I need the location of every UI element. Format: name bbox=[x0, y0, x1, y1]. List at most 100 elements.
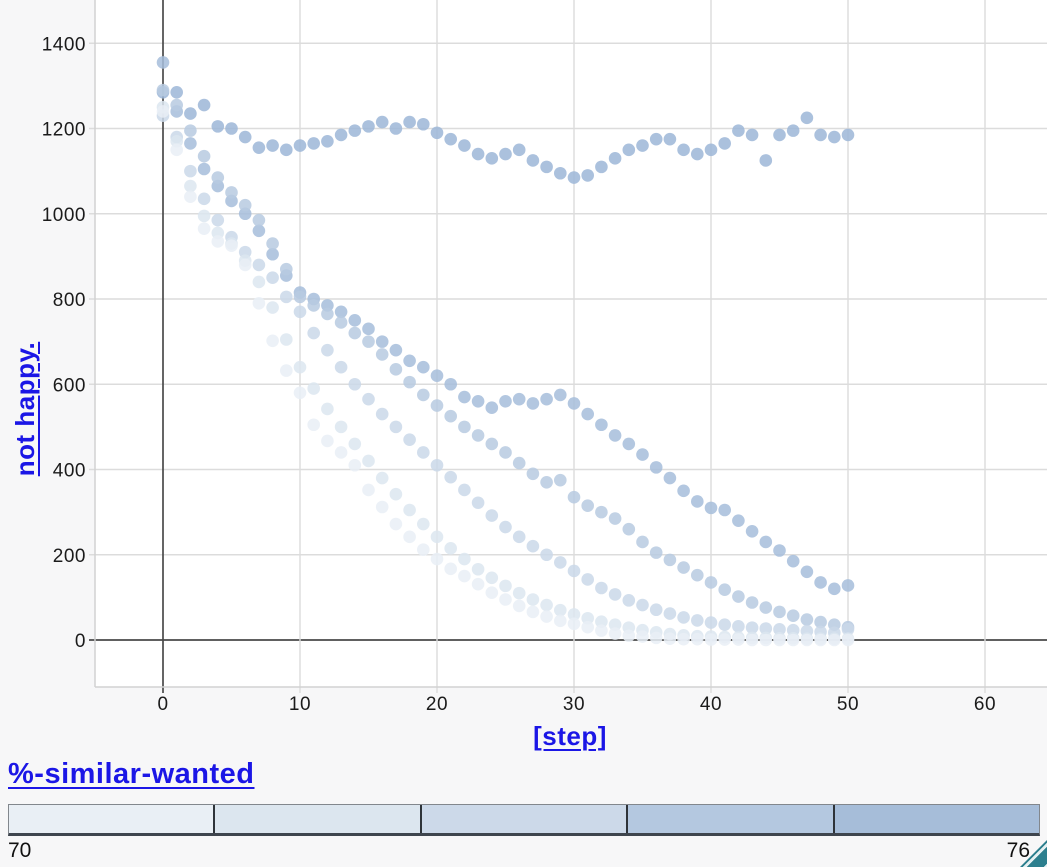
data-point-72 bbox=[362, 454, 375, 468]
data-point-70 bbox=[417, 543, 430, 556]
data-point-76 bbox=[718, 137, 731, 150]
data-point-70 bbox=[649, 631, 663, 645]
data-point-70 bbox=[691, 632, 704, 646]
data-point-74 bbox=[732, 590, 745, 603]
data-point-74 bbox=[786, 609, 800, 623]
data-point-76 bbox=[636, 139, 649, 152]
data-point-74 bbox=[773, 605, 786, 619]
legend-colorbar[interactable] bbox=[8, 804, 1040, 836]
data-point-73 bbox=[485, 509, 499, 522]
legend-bin[interactable] bbox=[213, 805, 420, 833]
data-point-76 bbox=[485, 152, 499, 165]
data-point-73 bbox=[512, 530, 526, 544]
data-point-72 bbox=[348, 437, 362, 451]
data-point-72 bbox=[307, 382, 321, 395]
scatter-plot-canvas[interactable]: 0 200 400 600 800 1000 1200 1400 0 10 20 30 40 50 60 bbox=[0, 0, 1047, 758]
legend-bin[interactable] bbox=[626, 805, 833, 833]
data-point-74 bbox=[170, 98, 183, 112]
data-point-74 bbox=[389, 363, 403, 376]
data-point-70 bbox=[745, 633, 759, 647]
data-point-75 bbox=[718, 503, 731, 517]
data-point-73 bbox=[403, 433, 416, 446]
data-point-74 bbox=[458, 420, 471, 434]
data-point-72 bbox=[554, 603, 567, 617]
data-point-70 bbox=[718, 633, 731, 646]
data-point-70 bbox=[567, 617, 581, 631]
data-point-73 bbox=[567, 564, 581, 578]
data-point-76 bbox=[403, 115, 416, 129]
data-point-72 bbox=[403, 503, 416, 517]
data-point-72 bbox=[266, 301, 279, 314]
data-point-73 bbox=[266, 271, 279, 284]
data-point-76 bbox=[197, 98, 211, 112]
data-point-73 bbox=[417, 446, 430, 459]
data-point-76 bbox=[608, 152, 622, 165]
data-point-70 bbox=[663, 632, 677, 646]
data-point-72 bbox=[184, 179, 197, 193]
data-point-73 bbox=[280, 290, 293, 304]
data-point-73 bbox=[540, 548, 553, 562]
data-point-70 bbox=[334, 446, 348, 459]
data-point-74 bbox=[375, 348, 389, 361]
data-point-74 bbox=[636, 535, 649, 549]
data-point-75 bbox=[814, 576, 827, 589]
data-point-75 bbox=[362, 322, 375, 336]
data-point-73 bbox=[636, 598, 649, 612]
x-axis-label-link[interactable]: [step] bbox=[533, 721, 607, 751]
data-point-70 bbox=[471, 577, 485, 591]
data-point-74 bbox=[595, 505, 608, 519]
data-point-76 bbox=[293, 139, 307, 152]
data-point-75 bbox=[567, 397, 581, 410]
y-tick-label: 0 bbox=[75, 631, 86, 652]
data-point-73 bbox=[718, 618, 731, 631]
data-point-73 bbox=[663, 607, 677, 620]
data-point-76 bbox=[581, 169, 594, 182]
data-point-70 bbox=[786, 633, 800, 647]
data-point-74 bbox=[156, 83, 170, 97]
data-point-76 bbox=[841, 128, 855, 142]
data-point-73 bbox=[499, 520, 512, 534]
data-point-75 bbox=[608, 429, 622, 442]
y-axis-label-link[interactable]: not happy. bbox=[10, 341, 40, 477]
data-point-76 bbox=[458, 139, 471, 152]
data-point-70 bbox=[211, 235, 225, 248]
y-tick-label: 400 bbox=[53, 461, 86, 482]
data-point-74 bbox=[608, 512, 622, 525]
legend-bin[interactable] bbox=[419, 805, 627, 833]
data-point-73 bbox=[444, 470, 458, 484]
legend-bin[interactable] bbox=[832, 805, 1040, 833]
data-point-72 bbox=[334, 420, 348, 434]
data-point-70 bbox=[197, 222, 211, 235]
data-point-74 bbox=[444, 409, 458, 423]
data-point-76 bbox=[389, 122, 403, 135]
data-point-73 bbox=[773, 623, 786, 636]
data-point-74 bbox=[554, 473, 567, 487]
data-point-75 bbox=[334, 305, 348, 319]
data-point-70 bbox=[814, 633, 827, 647]
data-point-70 bbox=[156, 105, 170, 118]
data-point-75 bbox=[800, 565, 814, 579]
data-point-76 bbox=[430, 126, 444, 140]
data-point-73 bbox=[745, 621, 759, 634]
data-point-72 bbox=[499, 579, 512, 593]
x-tick-label: 50 bbox=[837, 694, 859, 715]
data-point-70 bbox=[704, 633, 718, 646]
data-point-74 bbox=[512, 456, 526, 470]
data-point-75 bbox=[745, 525, 759, 538]
data-point-75 bbox=[704, 501, 718, 515]
legend-bin[interactable] bbox=[9, 805, 214, 833]
data-point-70 bbox=[732, 633, 745, 646]
x-tick-label: 10 bbox=[289, 694, 311, 715]
data-point-75 bbox=[786, 554, 800, 568]
data-point-74 bbox=[334, 316, 348, 329]
data-point-76 bbox=[170, 85, 183, 99]
data-point-70 bbox=[280, 364, 293, 377]
plot-area bbox=[95, 0, 1047, 687]
data-point-75 bbox=[773, 544, 786, 557]
x-tick-label: 60 bbox=[974, 694, 996, 715]
data-point-73 bbox=[732, 620, 745, 633]
data-point-70 bbox=[321, 434, 334, 448]
data-point-72 bbox=[526, 593, 540, 606]
legend-title-link[interactable]: %-similar-wanted bbox=[8, 758, 255, 790]
data-point-72 bbox=[567, 608, 581, 621]
